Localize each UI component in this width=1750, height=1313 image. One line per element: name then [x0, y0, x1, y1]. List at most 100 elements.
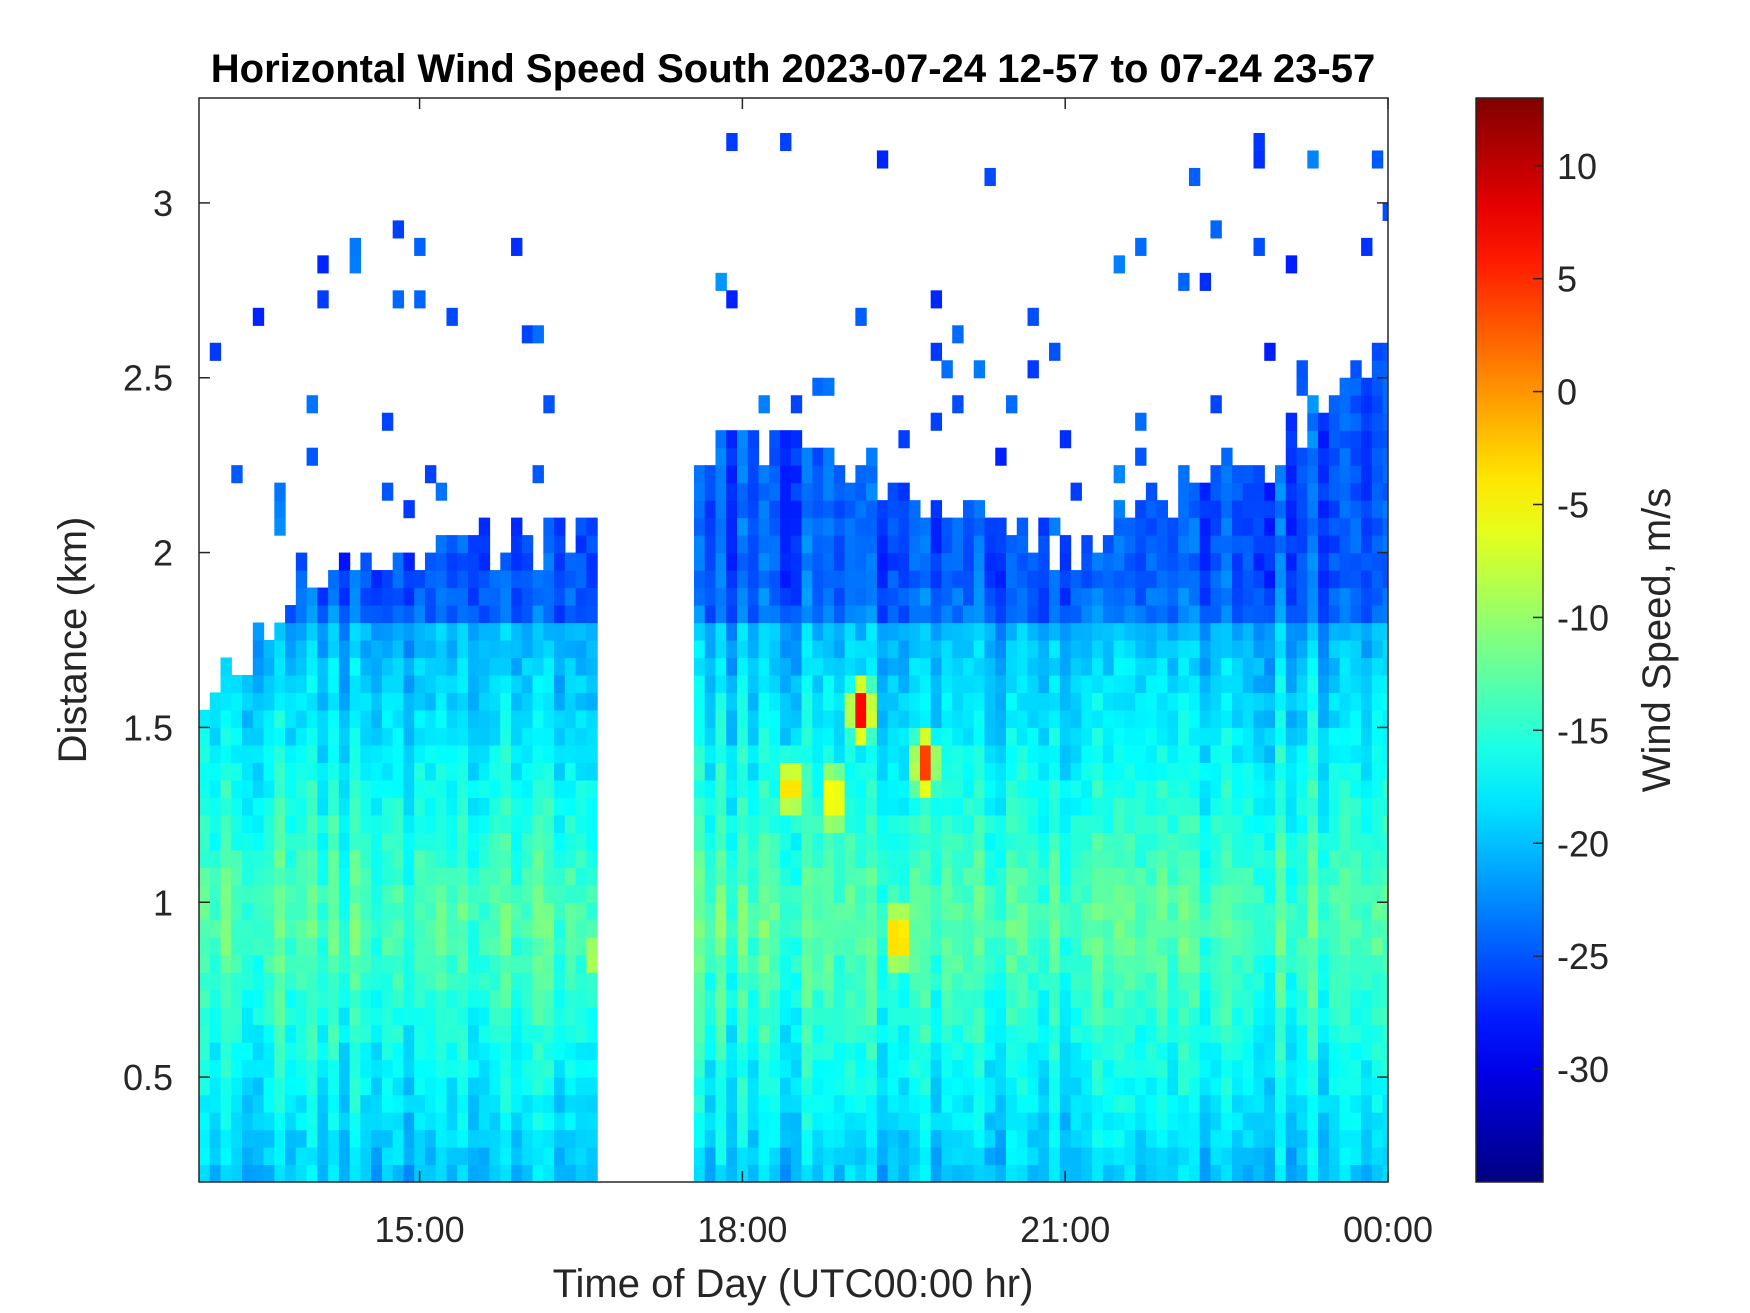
heatmap-cell [909, 779, 921, 798]
heatmap-cell [941, 570, 953, 589]
heatmap-cell [930, 902, 943, 921]
heatmap-cell [478, 657, 491, 676]
heatmap-cell [274, 1042, 286, 1061]
heatmap-cell [424, 972, 437, 991]
heatmap-cell [392, 1007, 405, 1026]
heatmap-cell [833, 552, 846, 571]
heatmap-cell [489, 919, 501, 938]
heatmap-cell [737, 1024, 749, 1043]
heatmap-cell [586, 640, 598, 659]
heatmap-cell [780, 692, 792, 711]
heatmap-cell [1038, 1147, 1050, 1166]
heatmap-cell [1038, 954, 1050, 973]
heatmap-cell [984, 779, 996, 798]
heatmap-cell [1188, 552, 1201, 571]
heatmap-cell [554, 1007, 566, 1026]
heatmap-cell [414, 902, 426, 921]
heatmap-cell [898, 867, 910, 886]
heatmap-cell [919, 709, 932, 729]
heatmap-cell [1296, 360, 1308, 379]
heatmap-cell [360, 954, 372, 973]
heatmap-cell [790, 832, 803, 851]
heatmap-cell [769, 762, 781, 781]
heatmap-cell [1135, 587, 1147, 606]
heatmap-cell [952, 1147, 964, 1166]
heatmap-cell [1188, 1059, 1201, 1078]
heatmap-cell [586, 1077, 598, 1096]
heatmap-cell [1350, 395, 1362, 414]
heatmap-cell [769, 1077, 781, 1096]
heatmap-cell [564, 867, 577, 886]
heatmap-cell [586, 692, 598, 711]
heatmap-cell [1070, 570, 1082, 589]
heatmap-cell [801, 692, 813, 711]
heatmap-cell [876, 744, 889, 763]
heatmap-cell [704, 674, 717, 694]
heatmap-cell [1049, 832, 1061, 851]
heatmap-cell [1361, 447, 1373, 466]
heatmap-cell [1350, 1059, 1362, 1078]
heatmap-cell [435, 692, 448, 711]
heatmap-cell [812, 919, 824, 938]
heatmap-cell [511, 972, 523, 991]
heatmap-cell [1102, 814, 1115, 833]
heatmap-cell [855, 535, 867, 554]
heatmap-cell [338, 1059, 351, 1078]
heatmap-cell [1145, 972, 1158, 991]
heatmap-cell [876, 762, 889, 781]
heatmap-cell [995, 797, 1007, 816]
heatmap-cell [381, 762, 394, 781]
heatmap-cell [1231, 902, 1244, 921]
heatmap-cell [1339, 1112, 1351, 1131]
heatmap-cell [252, 884, 265, 903]
heatmap-cell [1038, 552, 1050, 571]
heatmap-cell [941, 902, 953, 921]
heatmap-cell [855, 1042, 867, 1061]
heatmap-cell [758, 1042, 770, 1061]
heatmap-cell [1006, 867, 1018, 886]
heatmap-cell [704, 552, 717, 571]
heatmap-cell [521, 605, 534, 624]
heatmap-cell [414, 954, 426, 973]
heatmap-cell [295, 972, 308, 991]
heatmap-cell [1027, 954, 1039, 973]
heatmap-cell [1275, 1042, 1287, 1061]
heatmap-cell [1049, 727, 1061, 746]
heatmap-cell [1102, 570, 1115, 589]
heatmap-cell [478, 692, 491, 711]
heatmap-cell [220, 1147, 232, 1166]
heatmap-cell [866, 832, 878, 851]
heatmap-cell [521, 884, 534, 903]
heatmap-cell [263, 1094, 275, 1113]
heatmap-cell [1102, 989, 1115, 1008]
heatmap-cell [1092, 849, 1104, 868]
heatmap-cell [1361, 430, 1373, 449]
heatmap-cell [1231, 622, 1244, 641]
heatmap-cell [360, 640, 372, 659]
heatmap-cell [1285, 605, 1298, 624]
heatmap-cell [220, 657, 232, 676]
heatmap-cell [833, 849, 846, 868]
heatmap-cell [715, 657, 727, 676]
heatmap-cell [532, 465, 544, 484]
heatmap-cell [887, 727, 900, 746]
heatmap-cell [1199, 744, 1212, 763]
heatmap-cell [543, 744, 555, 763]
heatmap-cell [1318, 430, 1330, 449]
heatmap-cell [715, 1147, 727, 1166]
heatmap-cell [1253, 1164, 1265, 1182]
heatmap-cell [371, 779, 383, 798]
heatmap-cell [898, 937, 910, 956]
heatmap-cell [1328, 1164, 1341, 1182]
heatmap-cell [554, 1147, 566, 1166]
heatmap-cell [1016, 884, 1029, 903]
heatmap-cell [349, 1164, 361, 1182]
heatmap-cell [511, 762, 523, 781]
heatmap-cell [1253, 954, 1265, 973]
heatmap-cell [1210, 1129, 1222, 1148]
heatmap-cell [1027, 587, 1039, 606]
heatmap-cell [962, 1129, 975, 1148]
heatmap-cell [554, 605, 566, 624]
heatmap-cell [468, 849, 480, 868]
heatmap-cell [887, 797, 900, 816]
